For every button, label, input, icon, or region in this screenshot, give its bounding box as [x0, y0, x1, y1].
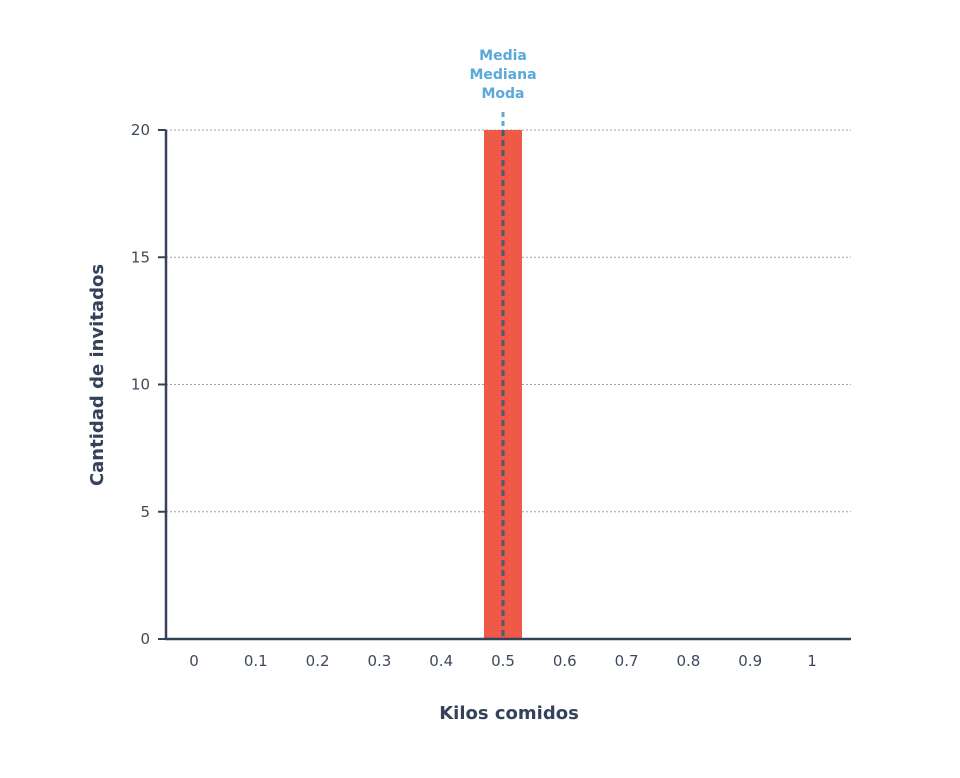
y-tick-label: 5 [140, 503, 150, 521]
x-tick-label: 0.1 [244, 652, 268, 670]
y-tick-label: 20 [131, 121, 150, 139]
y-tick-label: 15 [131, 248, 150, 266]
reference-annotation: Media Mediana Moda [469, 48, 536, 102]
y-tick-label: 10 [131, 376, 150, 394]
annotation-label: Moda [481, 86, 524, 102]
annotation-label: Media [479, 48, 527, 64]
x-axis-label: Kilos comidos [439, 703, 579, 724]
x-tick-label: 0 [189, 652, 199, 670]
y-axis-label: Cantidad de invitados [87, 264, 108, 486]
y-tick-label: 0 [140, 630, 150, 648]
x-tick-label: 0.3 [367, 652, 391, 670]
x-tick-label: 0.7 [615, 652, 639, 670]
x-tick-label: 0.6 [553, 652, 577, 670]
annotation-label: Mediana [469, 67, 536, 83]
x-tick-label: 1 [807, 652, 817, 670]
x-tick-label: 0.5 [491, 652, 515, 670]
axes [158, 129, 851, 641]
x-tick-label: 0.2 [306, 652, 330, 670]
y-tick-labels: 0 5 10 15 20 [131, 121, 150, 648]
x-tick-label: 0.4 [429, 652, 453, 670]
x-tick-labels: 0 0.1 0.2 0.3 0.4 0.5 0.6 0.7 0.8 0.9 1 [189, 652, 817, 670]
x-tick-label: 0.9 [738, 652, 762, 670]
x-tick-label: 0.8 [676, 652, 700, 670]
